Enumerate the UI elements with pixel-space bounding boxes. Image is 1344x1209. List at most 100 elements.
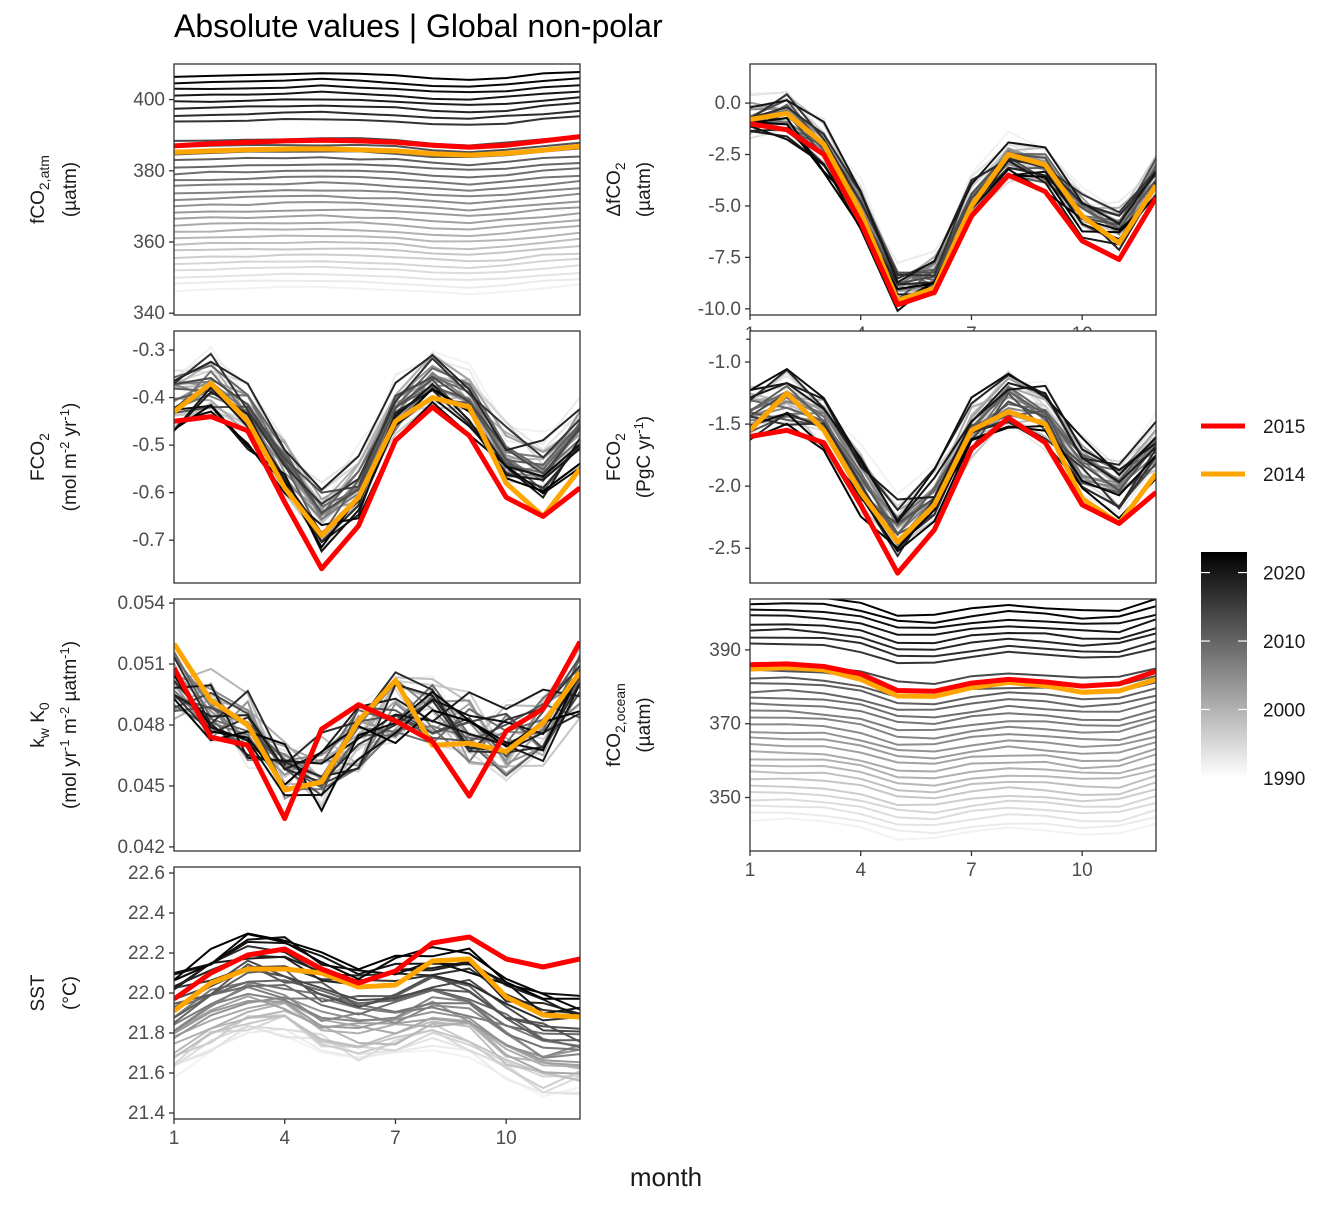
series-line-fco2atm-2023 xyxy=(174,71,580,81)
y-tick-label-fco2_mol: -0.6 xyxy=(132,483,165,504)
y-axis-units-dfco2: (µatm) xyxy=(634,162,655,217)
series-line-kwk0-2023 xyxy=(174,674,580,787)
colorbar-tick-label: 2010 xyxy=(1263,632,1305,653)
colorbar-tick-label: 1990 xyxy=(1263,769,1305,790)
series-line-fco2atm-1998 xyxy=(174,231,580,243)
series-line-fco2_pgc-2023 xyxy=(750,422,1156,550)
y-tick-label-kwk0: 0.051 xyxy=(117,654,165,675)
y-axis-units-fco2atm: (µatm) xyxy=(60,162,81,217)
series-line-fco2atm-2010 xyxy=(174,155,580,167)
y-tick-label-dfco2: 0.0 xyxy=(715,93,741,114)
series-line-fco2atm-2002 xyxy=(174,206,580,217)
panel-border-fco2ocean xyxy=(749,598,1157,852)
y-tick-label-fco2_mol: -0.3 xyxy=(132,340,165,361)
y-tick-label-kwk0: 0.045 xyxy=(117,776,165,797)
series-line-kwk0-2013 xyxy=(174,691,580,789)
series-line-sst-1991 xyxy=(174,1027,580,1094)
y-tick-label-sst: 22.0 xyxy=(128,983,165,1004)
series-line-fco2ocean-1999 xyxy=(750,758,1156,780)
series-line-fco2_mol-2012 xyxy=(174,377,580,515)
panel-border-fco2_mol xyxy=(173,330,581,584)
panel-sst: 21.4 21.6 21.8 22.0 22.2 22.4 22.6 1 4 7 10 SST (°C) xyxy=(28,863,581,1149)
series-line-fco2ocean-2007 xyxy=(750,702,1156,726)
series-line-fco2_mol-2018 xyxy=(174,353,580,492)
y-axis-title-dfco2: ΔfCO2 xyxy=(604,162,628,216)
series-line-sst-1993 xyxy=(174,1025,580,1094)
series-line-fco2atm-2008 xyxy=(174,167,580,179)
series-line-fco2ocean-2017 xyxy=(750,636,1156,658)
y-tick-label-fco2ocean: 390 xyxy=(709,640,741,661)
panel-background-dfco2 xyxy=(750,64,1156,315)
y-axis-units-fco2_mol: (mol m-2 yr-1) xyxy=(57,403,81,512)
x-tick-label-sst: 7 xyxy=(390,1128,401,1149)
series-line-fco2ocean-2004 xyxy=(750,723,1156,746)
series-line-fco2ocean-2005 xyxy=(750,716,1156,740)
series-line-fco2ocean-2023 xyxy=(824,599,1156,617)
series-line-fco2atm-2020 xyxy=(174,90,580,101)
series-line-fco2_pgc-2014 xyxy=(750,390,1156,545)
y-tick-label-sst: 22.6 xyxy=(128,863,165,884)
series-line-fco2ocean-1990 xyxy=(750,817,1156,841)
series-line-fco2_pgc-2018 xyxy=(750,368,1156,512)
series-line-kwk0-2014 xyxy=(174,642,580,793)
series-line-fco2ocean-2009 xyxy=(750,688,1156,711)
x-tick-label-sst: 4 xyxy=(279,1128,290,1149)
y-axis-title-sst: SST xyxy=(28,974,49,1011)
series-line-fco2atm-2022 xyxy=(174,77,580,88)
series-line-fco2atm-2004 xyxy=(174,192,580,205)
y-tick-label-dfco2: -7.5 xyxy=(708,247,741,268)
series-line-fco2ocean-1994 xyxy=(750,791,1156,814)
colorbar: 1990 2000 2010 2020 xyxy=(1201,552,1305,790)
series-line-fco2ocean-1992 xyxy=(750,804,1156,827)
y-tick-label-sst: 21.4 xyxy=(128,1103,165,1124)
series-line-fco2atm-1996 xyxy=(174,245,580,256)
series-line-fco2_mol-2014 xyxy=(174,380,580,538)
series-line-fco2atm-1993 xyxy=(174,264,580,275)
panel-fco2_pgc: -2.5 -2.0 -1.5 -1.0 FCO2 (PgC yr-1) xyxy=(604,330,1157,584)
legend-label-2014: 2014 xyxy=(1263,465,1306,486)
y-tick-label-dfco2: -5.0 xyxy=(708,196,741,217)
y-tick-label-fco2ocean: 370 xyxy=(709,714,741,735)
series-line-fco2_pgc-2019 xyxy=(750,381,1156,501)
chart-title: Absolute values | Global non-polar xyxy=(174,8,663,44)
y-axis-title-fco2atm: fCO2,atm xyxy=(28,155,52,224)
y-axis-title-kwk0: kw K0 xyxy=(28,702,52,748)
panel-fco2ocean: 350 370 390 1 4 7 10 fCO2,ocean (µatm) xyxy=(604,598,1157,881)
panel-background-sst xyxy=(174,867,580,1119)
series-line-fco2atm-2003 xyxy=(174,200,580,212)
y-tick-label-kwk0: 0.042 xyxy=(117,837,165,858)
y-tick-label-sst: 22.4 xyxy=(128,903,165,924)
series-group-fco2ocean xyxy=(750,599,1156,841)
y-tick-label-fco2_pgc: -1.0 xyxy=(708,352,741,373)
x-tick-label-fco2ocean: 1 xyxy=(745,860,756,881)
y-tick-label-sst: 22.2 xyxy=(128,943,165,964)
y-tick-label-fco2atm: 360 xyxy=(133,232,165,253)
series-line-fco2_pgc-2021 xyxy=(750,367,1156,523)
series-line-fco2ocean-1998 xyxy=(750,764,1156,787)
series-group-dfco2 xyxy=(750,91,1156,313)
y-tick-label-fco2ocean: 350 xyxy=(709,788,741,809)
series-group-kwk0 xyxy=(174,640,580,821)
series-line-dfco2-2016 xyxy=(750,92,1156,277)
y-tick-label-fco2_mol: -0.5 xyxy=(132,435,165,456)
series-line-fco2ocean-2015 xyxy=(750,661,1156,694)
series-line-fco2atm-2017 xyxy=(174,109,580,120)
y-tick-label-kwk0: 0.054 xyxy=(117,593,165,614)
x-tick-label-fco2ocean: 10 xyxy=(1072,860,1093,881)
series-line-fco2ocean-1997 xyxy=(750,770,1156,794)
series-line-fco2atm-2006 xyxy=(174,180,580,192)
series-line-sst-2014 xyxy=(174,956,580,1020)
series-line-fco2ocean-2019 xyxy=(750,623,1156,645)
y-tick-label-fco2_pgc: -2.0 xyxy=(708,476,741,497)
panel-kwk0: 0.042 0.045 0.048 0.051 0.054 kw K0(mol yr-1 … xyxy=(28,593,581,858)
series-line-fco2ocean-2006 xyxy=(750,709,1156,732)
series-line-fco2ocean-2008 xyxy=(750,696,1156,719)
series-line-fco2ocean-1993 xyxy=(750,798,1156,821)
colorbar-tick-label: 2020 xyxy=(1263,564,1305,585)
series-group-fco2_mol xyxy=(174,345,580,572)
series-line-fco2atm-1994 xyxy=(174,257,580,270)
y-axis-units-fco2_pgc: (PgC yr-1) xyxy=(631,416,655,498)
series-line-fco2ocean-2014 xyxy=(750,665,1156,699)
series-line-fco2ocean-2010 xyxy=(750,682,1156,706)
y-axis-units-kwk0: (mol yr-1 m-2 µatm-1) xyxy=(57,641,81,809)
